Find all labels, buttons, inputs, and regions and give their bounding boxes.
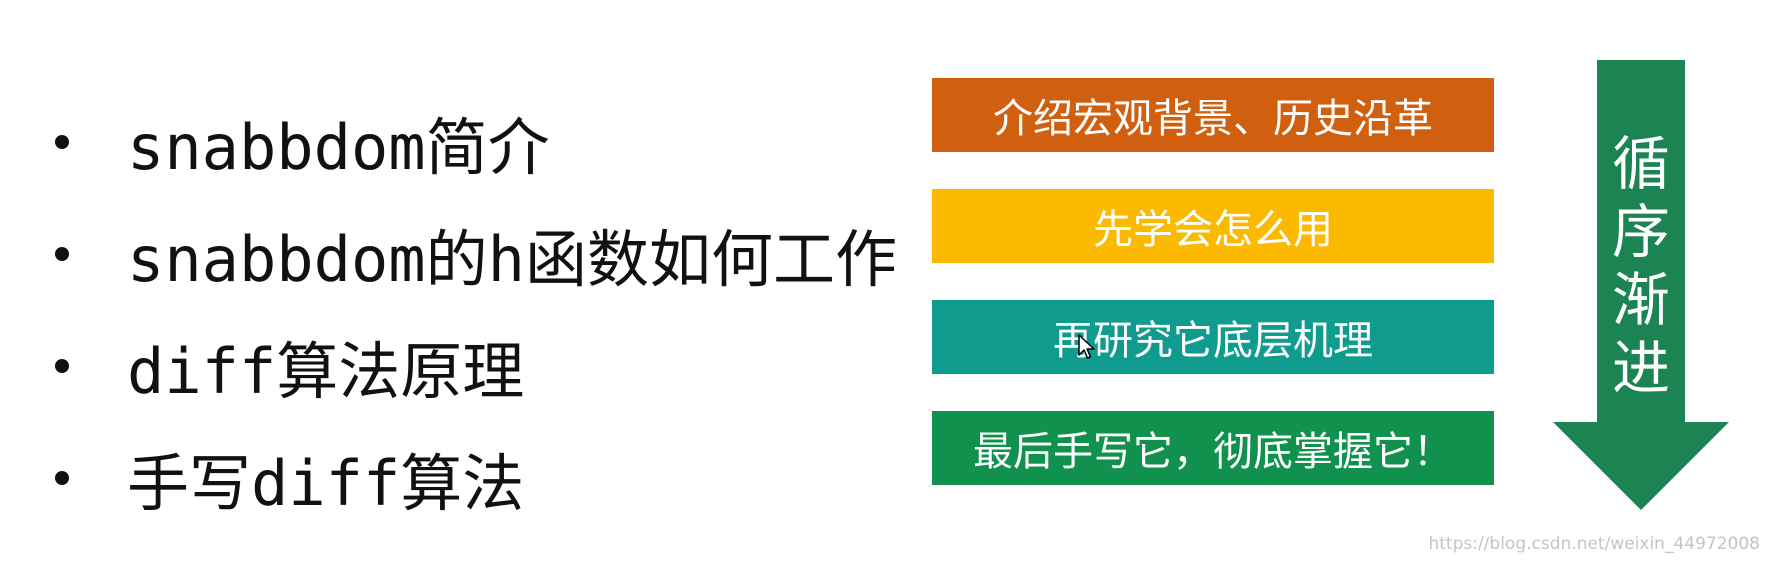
step-box-background: 介绍宏观背景、历史沿革 — [932, 78, 1494, 152]
bullet-dot-icon — [55, 471, 69, 485]
topic-item: snabbdom的h函数如何工作 — [55, 198, 897, 310]
step-text: 再研究它底层机理 — [1053, 318, 1373, 364]
arrow-shape — [1553, 60, 1729, 510]
topic-item: snabbdom简介 — [55, 86, 897, 198]
down-arrow-icon — [1553, 60, 1729, 510]
step-text: 先学会怎么用 — [1093, 207, 1333, 253]
bullet-dot-icon — [55, 247, 69, 261]
topic-list: snabbdom简介 snabbdom的h函数如何工作 diff算法原理 手写d… — [55, 86, 897, 534]
progress-arrow: 循序渐进 — [1553, 60, 1729, 510]
topic-text: snabbdom简介 — [127, 111, 550, 184]
watermark: https://blog.csdn.net/weixin_44972008 — [1428, 534, 1760, 554]
topic-item: diff算法原理 — [55, 310, 897, 422]
topic-text: 手写diff算法 — [127, 447, 525, 520]
bullet-dot-icon — [55, 135, 69, 149]
step-box-mechanism: 再研究它底层机理 — [932, 300, 1494, 374]
topic-text: diff算法原理 — [127, 335, 525, 408]
step-box-handwrite: 最后手写它，彻底掌握它！ — [932, 411, 1494, 485]
mouse-pointer-icon — [1078, 334, 1095, 359]
step-text: 介绍宏观背景、历史沿革 — [993, 96, 1433, 142]
topic-item: 手写diff算法 — [55, 422, 897, 534]
bullet-dot-icon — [55, 359, 69, 373]
arrow-label: 循序渐进 — [1611, 130, 1670, 402]
step-text: 最后手写它，彻底掌握它！ — [973, 429, 1453, 475]
topic-text: snabbdom的h函数如何工作 — [127, 223, 897, 296]
step-box-usage: 先学会怎么用 — [932, 189, 1494, 263]
